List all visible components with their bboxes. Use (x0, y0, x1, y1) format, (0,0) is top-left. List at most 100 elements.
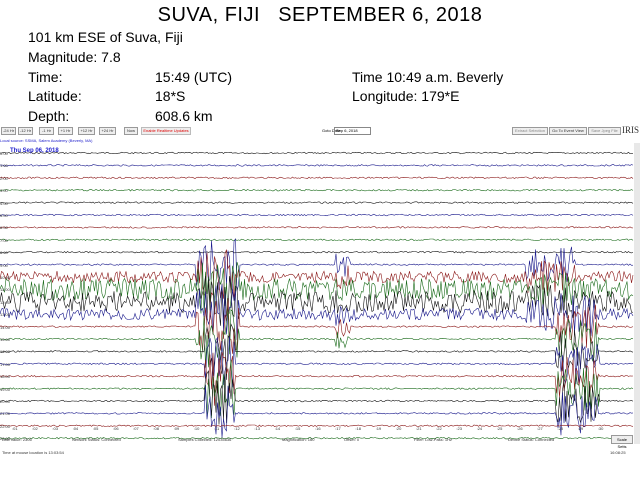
row-time-label: 22:00 (0, 423, 11, 429)
row-time-label: 8:00 (0, 250, 8, 256)
minus-24hr-button[interactable]: -24 Hr (1, 127, 16, 135)
depth-label: Depth: (28, 108, 70, 124)
row-time-label: 1:00 (0, 163, 8, 169)
goto-date-label: Goto Date: (322, 128, 342, 133)
helicorder-plot[interactable]: Thu Sep 06, 2018 0:00 1:00 2:00 3:00 4:00 5:0… (0, 143, 635, 444)
x-tick-label: :02 (32, 426, 38, 431)
row-time-label: 14:00 (0, 324, 11, 330)
x-tick-label: :09 (173, 426, 180, 431)
network-status: Network Status: Connected (72, 437, 121, 442)
trace-line (0, 201, 634, 204)
save-jpeg-button[interactable]: Save Jpeg File (588, 127, 621, 135)
x-tick-label: :10 (193, 426, 200, 431)
plus-12hr-button[interactable]: +12 Hr (78, 127, 95, 135)
x-tick-label: :11 (214, 426, 220, 431)
filter: Filter: Low-Pass: 1Hz (414, 437, 453, 442)
event-magnitude: Magnitude: 7.8 (28, 49, 121, 65)
x-tick-label: :15 (294, 426, 301, 431)
scale-settings-button[interactable]: Scale Setts (611, 435, 633, 449)
row-time-label: 0:00 (0, 151, 8, 156)
seismograph-app: -24 Hr -12 Hr -1 Hr +1 Hr +12 Hr +24 Hr … (0, 123, 640, 480)
depth-value: 608.6 km (155, 108, 213, 124)
x-tick-label: :27 (537, 426, 543, 431)
x-tick-label: :22 (436, 426, 442, 431)
plot-date-label: Thu Sep 06, 2018 (10, 148, 59, 154)
row-time-label: 7:00 (0, 237, 8, 243)
local-time: Time 10:49 a.m. Beverly (352, 69, 504, 85)
x-tick-label: :26 (517, 426, 523, 431)
row-time-label: 9:00 (0, 262, 8, 268)
row-time-label: 13:00 (0, 312, 11, 318)
enable-realtime-button[interactable]: Enable Realtime Updates (141, 127, 191, 135)
trace-line (0, 336, 634, 388)
now-button[interactable]: Now (124, 127, 138, 135)
x-tick-label: :18 (355, 426, 361, 431)
extract-selection-button[interactable]: Extract Selection (512, 127, 548, 135)
trace-line (0, 385, 634, 438)
trace-line (0, 226, 634, 229)
minus-12hr-button[interactable]: -12 Hr (18, 127, 33, 135)
trace-line (0, 151, 634, 155)
trace-line (0, 424, 634, 428)
event-view-button[interactable]: Go To Event View (549, 127, 587, 135)
time-label: Time: (28, 69, 63, 85)
row-time-label: 12:00 (0, 299, 11, 305)
trace-line (0, 351, 634, 406)
latitude-label: Latitude: (28, 88, 82, 104)
x-tick-label: :01 (12, 426, 18, 431)
trace-line (0, 370, 634, 425)
minus-1hr-button[interactable]: -1 Hr (39, 127, 54, 135)
time-value: 15:49 (UTC) (155, 69, 233, 85)
x-tick-label: :19 (375, 426, 382, 431)
row-time-label: 3:00 (0, 188, 8, 194)
x-tick-label: :24 (476, 426, 483, 431)
x-tick-label: :03 (52, 426, 58, 431)
x-tick-label: :13 (254, 426, 260, 431)
trace-line (0, 213, 634, 217)
last-value: Last Value: 2306 (2, 437, 32, 442)
x-tick-label: :23 (456, 426, 462, 431)
page-title: SUVA, FIJI SEPTEMBER 6, 2018 (157, 4, 483, 26)
iris-logo: IRIS (622, 125, 640, 135)
row-time-label: 5:00 (0, 213, 8, 218)
plus-24hr-button[interactable]: +24 Hr (99, 127, 116, 135)
x-tick-label: :04 (72, 426, 79, 431)
x-tick-label: :29 (577, 426, 584, 431)
x-tick-label: :14 (274, 426, 281, 431)
row-time-label: 11:00 (0, 287, 10, 293)
trace-line (0, 359, 634, 419)
x-tick-label: :06 (113, 426, 119, 431)
row-time-label: 16:00 (0, 349, 11, 355)
trace-line (0, 237, 634, 292)
row-time-label: 20:00 (0, 399, 11, 404)
mouse-time-readout: Time at mouse location is 13:03:54 (2, 450, 64, 455)
x-tick-label: :05 (92, 426, 99, 431)
goto-date-input[interactable]: Sep 6, 2018 (334, 127, 371, 135)
offset: Offset: 0 (344, 437, 360, 442)
trace-line (0, 262, 634, 314)
x-tick-label: :16 (315, 426, 321, 431)
row-time-label: 23:00 (0, 436, 11, 442)
seismogram-traces (0, 151, 634, 440)
samples-collected: Samples Collected: 12035636 (178, 437, 232, 442)
vertical-scrollbar[interactable] (634, 143, 640, 444)
x-tick-label: :30 (597, 426, 604, 431)
plus-1hr-button[interactable]: +1 Hr (58, 127, 73, 135)
row-time-label: 2:00 (0, 175, 8, 181)
x-axis-minutes: :01:02:03:04:05:06:07:08:09:10:11:12:13:… (0, 425, 640, 433)
x-tick-label: :25 (496, 426, 503, 431)
trace-line (0, 275, 634, 326)
trace-line (0, 249, 634, 306)
trace-line (0, 188, 634, 192)
x-tick-label: :20 (395, 426, 402, 431)
x-tick-label: :07 (133, 426, 139, 431)
x-tick-label: :28 (557, 426, 563, 431)
x-tick-label: :17 (335, 426, 341, 431)
data-source-label: Local source: SSMA, Salem Academy (Bever… (0, 138, 93, 143)
trace-line (0, 298, 634, 354)
row-time-label: 19:00 (0, 386, 11, 392)
event-location: 101 km ESE of Suva, Fiji (28, 29, 183, 45)
latitude-value: 18*S (155, 88, 186, 104)
toolbar: -24 Hr -12 Hr -1 Hr +1 Hr +12 Hr +24 Hr … (0, 123, 640, 137)
x-tick-label: :21 (416, 426, 422, 431)
